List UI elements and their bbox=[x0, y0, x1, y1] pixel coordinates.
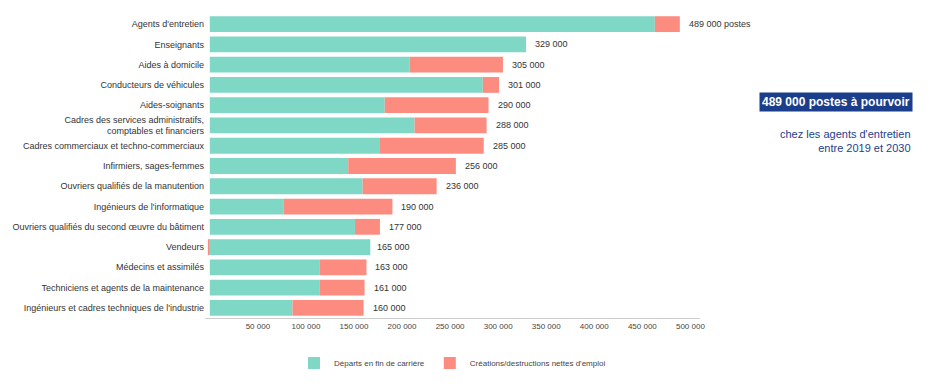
svg-text:Cadres commerciaux et techno-c: Cadres commerciaux et techno-commerciaux bbox=[23, 141, 205, 151]
svg-text:150 000: 150 000 bbox=[340, 322, 369, 331]
svg-text:Aides à domicile: Aides à domicile bbox=[138, 60, 204, 70]
svg-text:Enseignants: Enseignants bbox=[154, 40, 204, 50]
svg-text:190 000: 190 000 bbox=[401, 202, 434, 212]
svg-text:290 000: 290 000 bbox=[498, 100, 531, 110]
svg-text:350 000: 350 000 bbox=[532, 322, 561, 331]
svg-text:256 000: 256 000 bbox=[465, 161, 498, 171]
svg-text:236 000: 236 000 bbox=[446, 181, 479, 191]
svg-text:Ouvriers qualifiés de la manut: Ouvriers qualifiés de la manutention bbox=[60, 181, 204, 191]
svg-text:161 000: 161 000 bbox=[374, 283, 407, 293]
svg-text:489 000 postes: 489 000 postes bbox=[689, 19, 751, 29]
svg-text:329 000: 329 000 bbox=[535, 39, 568, 49]
svg-text:Agents d'entretien: Agents d'entretien bbox=[132, 19, 204, 29]
svg-text:50 000: 50 000 bbox=[246, 322, 271, 331]
svg-text:288 000: 288 000 bbox=[496, 120, 529, 130]
svg-text:163 000: 163 000 bbox=[375, 262, 408, 272]
svg-text:Créations/destructions nettes: Créations/destructions nettes d'emploi bbox=[470, 359, 606, 368]
svg-text:Départs en fin de carrière: Départs en fin de carrière bbox=[334, 359, 425, 368]
svg-text:300 000: 300 000 bbox=[484, 322, 513, 331]
svg-text:Médecins et assimilés: Médecins et assimilés bbox=[116, 262, 205, 272]
svg-text:Cadres des services administra: Cadres des services administratifs,compt… bbox=[64, 115, 204, 137]
svg-text:chez les agents d'entretienent: chez les agents d'entretienentre 2019 et… bbox=[780, 128, 911, 154]
svg-text:200 000: 200 000 bbox=[388, 322, 417, 331]
svg-text:285 000: 285 000 bbox=[493, 141, 526, 151]
svg-text:Ingénieurs et cadres technique: Ingénieurs et cadres techniques de l'ind… bbox=[24, 303, 204, 313]
svg-text:500 000: 500 000 bbox=[676, 322, 705, 331]
svg-text:Vendeurs: Vendeurs bbox=[166, 242, 205, 252]
svg-text:489 000 postes à pourvoir: 489 000 postes à pourvoir bbox=[762, 95, 910, 109]
svg-text:165 000: 165 000 bbox=[377, 242, 410, 252]
svg-text:160 000: 160 000 bbox=[373, 303, 406, 313]
svg-text:Ouvriers qualifiés du second œ: Ouvriers qualifiés du second œuvre du bâ… bbox=[12, 222, 204, 232]
svg-text:Infirmiers, sages-femmes: Infirmiers, sages-femmes bbox=[103, 161, 205, 171]
svg-text:Aides-soignants: Aides-soignants bbox=[140, 100, 205, 110]
svg-text:100 000: 100 000 bbox=[291, 322, 320, 331]
svg-text:Ingénieurs de l'informatique: Ingénieurs de l'informatique bbox=[94, 202, 204, 212]
svg-text:250 000: 250 000 bbox=[436, 322, 465, 331]
svg-text:400 000: 400 000 bbox=[580, 322, 609, 331]
svg-text:301 000: 301 000 bbox=[508, 80, 541, 90]
svg-text:Conducteurs de véhicules: Conducteurs de véhicules bbox=[100, 80, 204, 90]
svg-text:177 000: 177 000 bbox=[389, 222, 422, 232]
svg-text:Techniciens et agents de la ma: Techniciens et agents de la maintenance bbox=[41, 283, 204, 293]
svg-text:450 000: 450 000 bbox=[628, 322, 657, 331]
svg-text:305 000: 305 000 bbox=[512, 60, 545, 70]
